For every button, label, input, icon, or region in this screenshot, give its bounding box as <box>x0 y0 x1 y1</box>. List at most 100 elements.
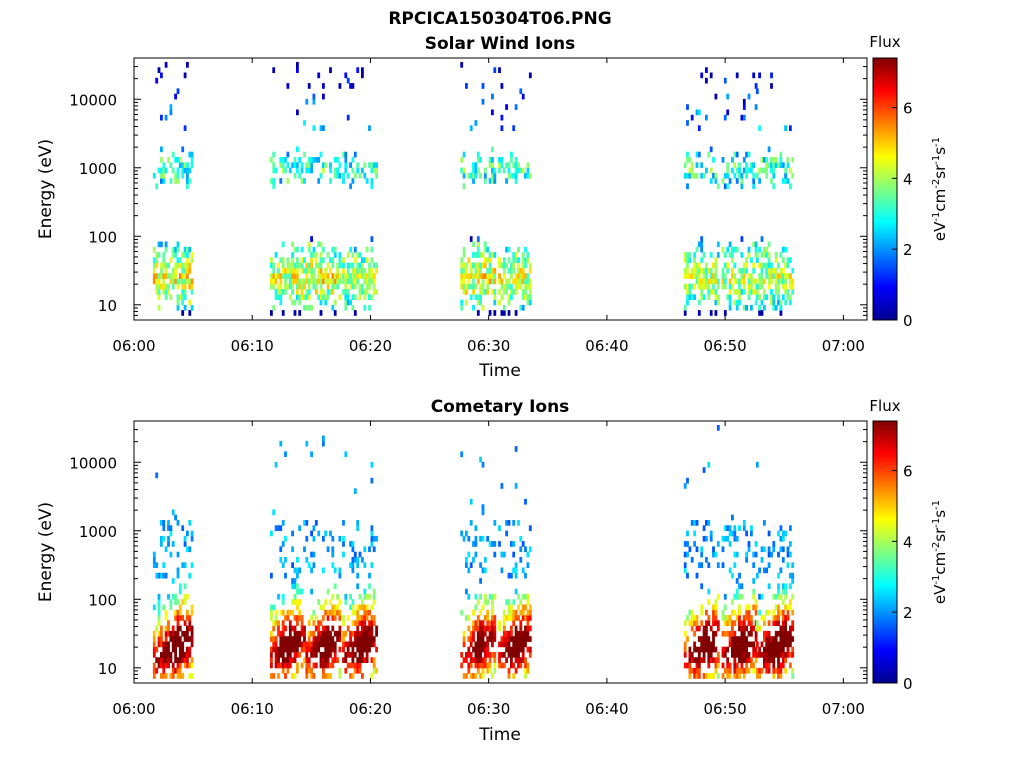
spectrogram-cell <box>344 599 348 605</box>
spectrogram-cell <box>296 278 299 285</box>
spectrogram-cell <box>329 646 332 653</box>
spectrogram-cell <box>368 609 371 616</box>
colorbar-tick-label: 6 <box>903 100 913 118</box>
spectrogram-cell <box>760 310 764 316</box>
spectrogram-cell <box>786 294 790 300</box>
spectrogram-cell <box>329 599 332 605</box>
spectrogram-cell <box>498 662 501 669</box>
spectrogram-cell <box>174 593 177 600</box>
spectrogram-cell <box>152 278 156 285</box>
spectrogram-cell <box>738 299 741 306</box>
spectrogram-cell <box>272 278 276 285</box>
spectrogram-cell <box>358 620 362 626</box>
spectrogram-cell <box>784 289 787 295</box>
spectrogram-cell <box>344 278 348 285</box>
spectrogram-cell <box>519 657 523 663</box>
spectrogram-cell <box>731 625 734 632</box>
spectrogram-cell <box>188 283 192 290</box>
spectrogram-cell <box>735 299 739 306</box>
spectrogram-cell <box>524 662 527 669</box>
spectrogram-cell <box>786 636 790 642</box>
spectrogram-cell <box>491 162 494 168</box>
y-axis-label: Energy (eV) <box>36 502 56 602</box>
spectrogram-cell <box>493 520 497 526</box>
spectrogram-cell <box>524 673 527 679</box>
spectrogram-cell <box>183 273 187 279</box>
spectrogram-cell <box>723 593 727 600</box>
spectrogram-cell <box>476 652 480 658</box>
spectrogram-cell <box>481 278 485 285</box>
spectrogram-cell <box>349 636 352 642</box>
spectrogram-cell <box>493 289 497 295</box>
spectrogram-cell <box>351 567 355 574</box>
spectrogram-cell <box>712 273 715 279</box>
spectrogram-cell <box>491 599 494 605</box>
spectrogram-cell <box>491 278 494 285</box>
spectrogram-cell <box>526 620 530 626</box>
spectrogram-cell <box>735 72 739 79</box>
spectrogram-cell <box>190 657 194 663</box>
spectrogram-cell <box>521 541 525 547</box>
spectrogram-cell <box>493 278 497 285</box>
spectrogram-cell <box>728 530 732 537</box>
spectrogram-cell <box>293 583 297 590</box>
spectrogram-cell <box>164 572 168 579</box>
spectrogram-cell <box>326 641 330 648</box>
spectrogram-cell <box>493 299 497 306</box>
spectrogram-cell <box>481 662 485 669</box>
spectrogram-cell <box>733 530 737 537</box>
spectrogram-cell <box>705 636 708 642</box>
spectrogram-cell <box>519 283 523 290</box>
spectrogram-cell <box>169 104 173 110</box>
spectrogram-cell <box>781 588 785 595</box>
spectrogram-cell <box>690 652 694 658</box>
spectrogram-cell <box>164 641 168 648</box>
spectrogram-cell <box>500 278 504 285</box>
spectrogram-cell <box>467 567 471 574</box>
spectrogram-cell <box>342 151 345 158</box>
spectrogram-cell <box>745 167 748 174</box>
spectrogram-cell <box>686 541 689 547</box>
spectrogram-cell <box>752 588 756 595</box>
spectrogram-cell <box>733 620 737 626</box>
spectrogram-cell <box>183 652 187 658</box>
spectrogram-cell <box>288 657 292 663</box>
spectrogram-cell <box>160 636 163 642</box>
spectrogram-cell <box>157 593 161 600</box>
spectrogram-cell <box>707 289 711 295</box>
spectrogram-cell <box>160 541 163 547</box>
spectrogram-cell <box>174 646 177 653</box>
spectrogram-cell <box>284 535 287 542</box>
spectrogram-cell <box>789 299 792 306</box>
figure-title: RPCICA150304T06.PNG <box>388 9 611 29</box>
spectrogram-cell <box>791 278 795 285</box>
spectrogram-cell <box>777 530 780 537</box>
spectrogram-cell <box>767 283 771 290</box>
spectrogram-cell <box>176 630 180 637</box>
spectrogram-cell <box>709 167 713 174</box>
spectrogram-cell <box>502 625 506 632</box>
spectrogram-cell <box>176 520 180 526</box>
spectrogram-cell <box>370 525 374 531</box>
spectrogram-cell <box>284 641 287 648</box>
spectrogram-cell <box>521 646 525 653</box>
spectrogram-cell <box>160 157 163 163</box>
spectrogram-cell <box>176 172 180 179</box>
spectrogram-cell <box>723 262 727 269</box>
spectrogram-cell <box>164 646 168 653</box>
spectrogram-cell <box>370 278 374 285</box>
spectrogram-cell <box>779 151 783 158</box>
spectrogram-cell <box>291 278 294 285</box>
spectrogram-cell <box>329 636 332 642</box>
spectrogram-cell <box>745 304 748 311</box>
spectrogram-cell <box>474 662 478 669</box>
spectrogram-cell <box>742 625 746 632</box>
panel-cometary-ions: Cometary Ions 06:00 06:10 06:20 06:30 06:40 0… <box>36 397 949 745</box>
spectrogram-cell <box>305 440 309 447</box>
spectrogram-cell <box>740 667 744 674</box>
spectrogram-cell <box>324 673 328 679</box>
spectrogram-cell <box>284 615 287 621</box>
spectrogram-cell <box>695 162 699 168</box>
spectrogram-cell <box>272 604 276 611</box>
spectrogram-cell <box>690 520 694 526</box>
